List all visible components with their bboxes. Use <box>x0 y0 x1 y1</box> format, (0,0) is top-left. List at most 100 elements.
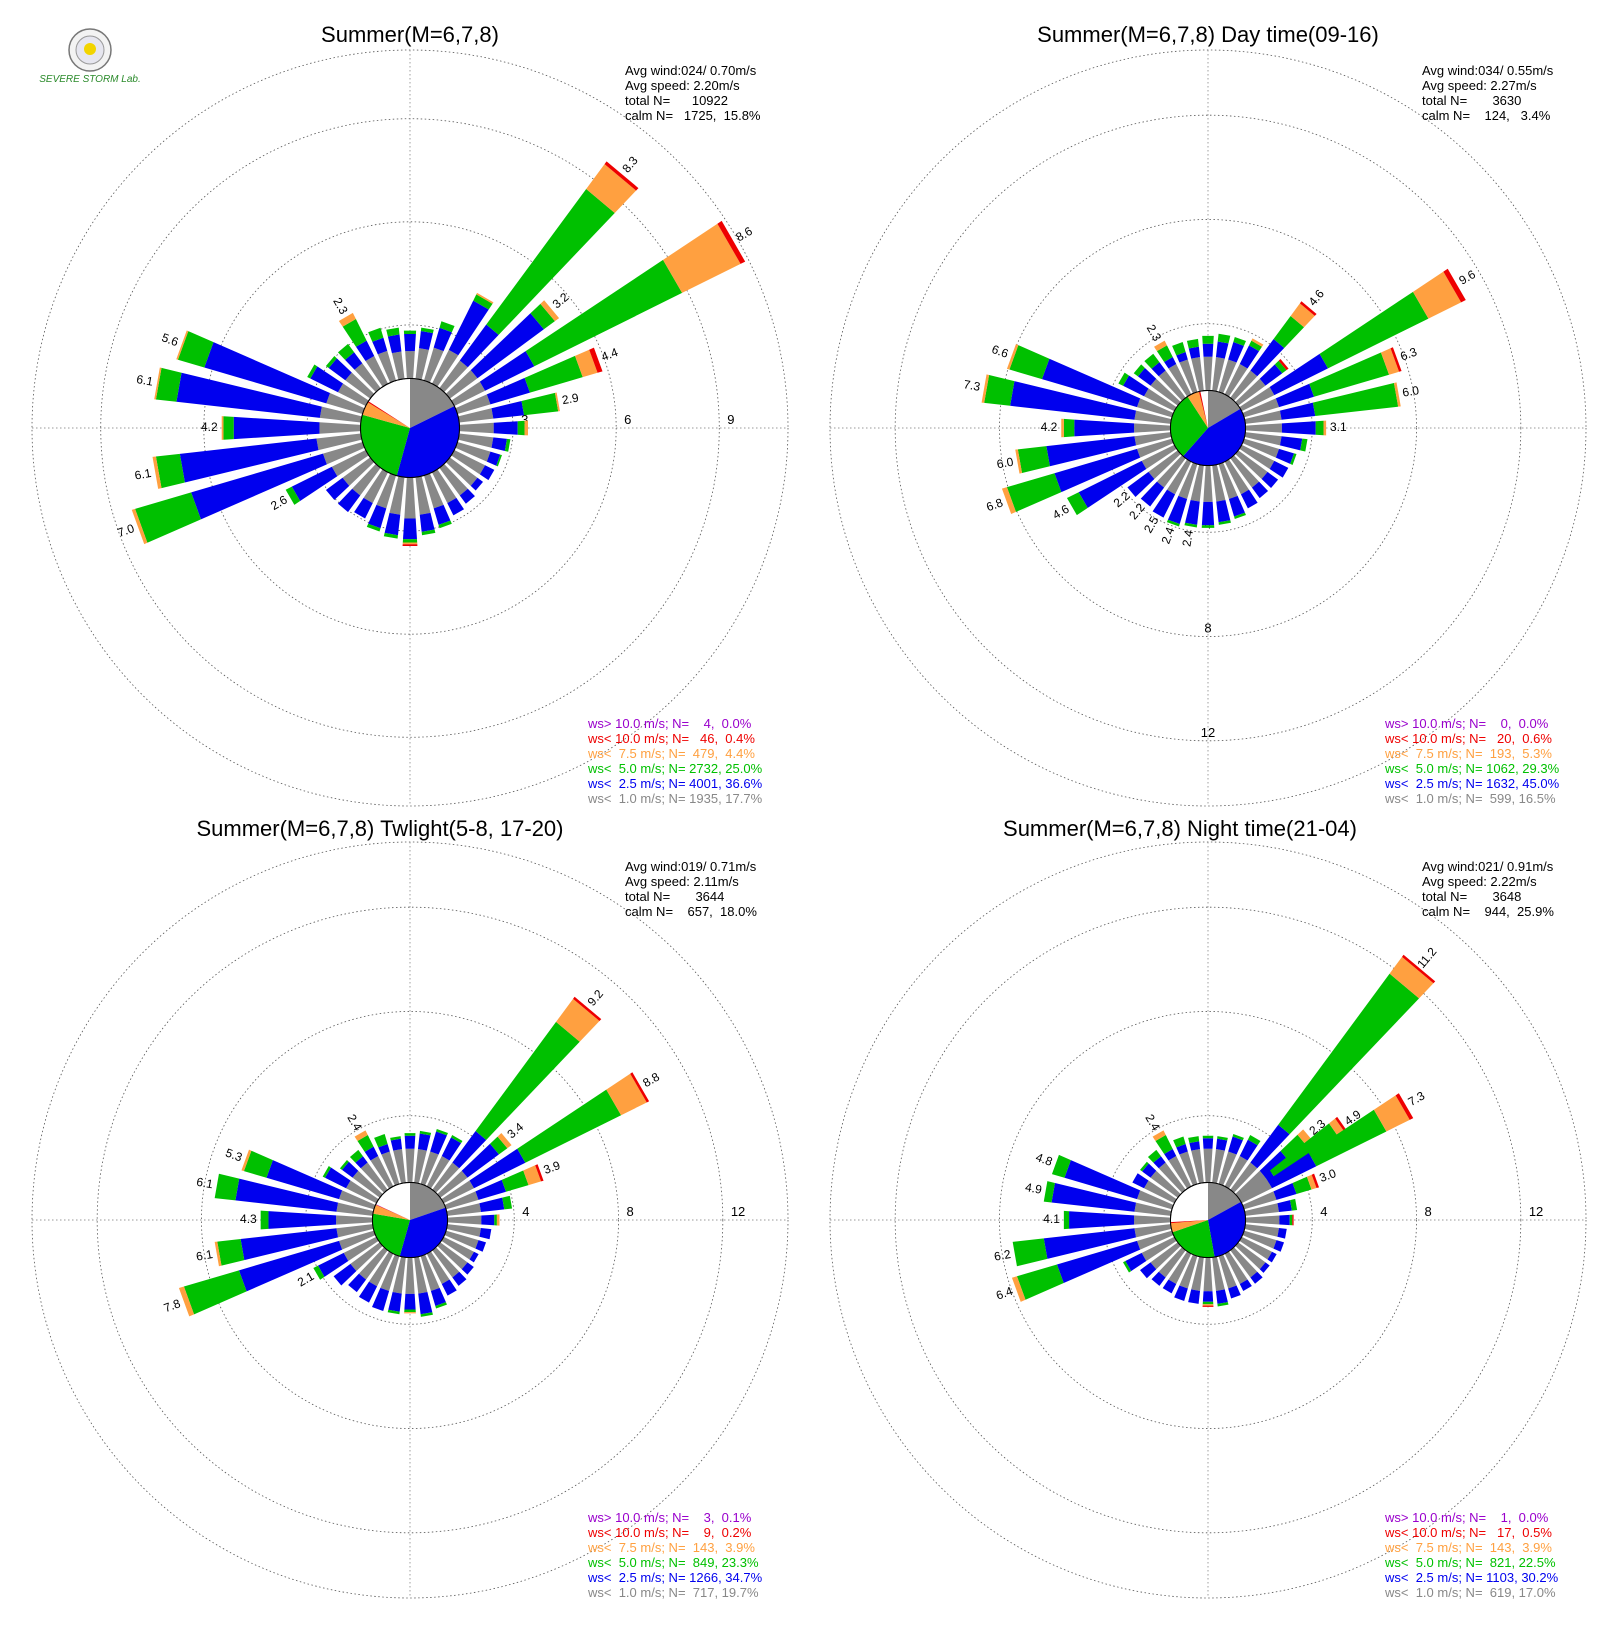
bar-segment-blue <box>1153 1156 1166 1169</box>
bar-segment-green <box>337 343 355 360</box>
bar-segment-blue <box>354 497 373 519</box>
direction-bar-180 <box>1202 1257 1214 1307</box>
direction-bar-30 <box>426 1135 463 1189</box>
bar-segment-gray <box>437 1242 468 1270</box>
direction-bar-350 <box>386 327 405 380</box>
bar-segment-red <box>1401 954 1436 984</box>
calm-outline <box>360 378 460 478</box>
pie-slice-ws_lt_7_5 <box>362 402 410 428</box>
bar-segment-blue <box>355 1156 368 1169</box>
bar-segment-green <box>1300 438 1308 452</box>
bar-value-label: 2.2 <box>1126 500 1148 522</box>
direction-bar-320 <box>337 343 381 393</box>
direction-bar-80 <box>1244 1198 1298 1216</box>
pie-slice-ws_lt_7_5 <box>1187 391 1208 428</box>
direction-bar-170 <box>414 1256 433 1317</box>
bar-segment-orange <box>1389 956 1434 999</box>
bar-value-label: 3.1 <box>1330 420 1347 434</box>
bar-segment-orange <box>1001 487 1016 514</box>
bar-segment-gray <box>447 1215 482 1225</box>
legend-entry: ws< 2.5 m/s; N= 1103, 30.2% <box>1384 1570 1559 1585</box>
bar-segment-gray <box>455 394 491 415</box>
bar-segment-red <box>1202 1305 1214 1307</box>
bar-value-label: 8.8 <box>640 1069 662 1090</box>
direction-bar-60: 8.8 <box>441 1069 662 1204</box>
direction-bar-270: 4.2 <box>1041 418 1171 438</box>
bar-segment-green <box>1186 338 1199 349</box>
bar-segment-blue <box>404 334 416 352</box>
bar-segment-green <box>1155 1135 1173 1154</box>
direction-bar-330: 2.4 <box>344 1112 394 1189</box>
bar-segment-gray <box>1212 464 1226 502</box>
direction-bar-280: 7.3 <box>963 374 1172 424</box>
bar-segment-green <box>1308 1109 1387 1167</box>
direction-bar-10 <box>1212 333 1231 392</box>
legend-entry: ws< 5.0 m/s; N= 849, 23.3% <box>587 1555 759 1570</box>
direction-bar-110 <box>1242 438 1297 465</box>
bar-segment-blue <box>1277 1200 1292 1213</box>
bar-value-label: 3.0 <box>1318 1166 1339 1185</box>
bar-segment-gray <box>1235 378 1266 406</box>
bar-segment-blue <box>1054 448 1141 493</box>
bar-segment-orange <box>131 508 148 545</box>
bar-segment-gray <box>1150 1170 1181 1198</box>
direction-bar-200 <box>372 1254 400 1312</box>
bar-segment-gray <box>336 1202 374 1216</box>
legend-entry: ws> 10.0 m/s; N= 3, 0.1% <box>587 1510 752 1525</box>
bar-segment-blue <box>419 512 435 532</box>
bar-segment-green <box>1147 1149 1161 1163</box>
direction-bar-70: 6.3 <box>1242 345 1419 418</box>
bar-segment-green <box>490 1136 508 1155</box>
legend-entry: ws< 5.0 m/s; N= 1062, 29.3% <box>1384 761 1560 776</box>
bar-segment-gray <box>1218 1254 1237 1289</box>
direction-bar-220 <box>337 463 381 513</box>
bar-segment-blue <box>1189 1141 1201 1151</box>
bar-segment-gray <box>1158 1247 1186 1278</box>
legend-entry: ws< 1.0 m/s; N= 717, 19.7% <box>587 1585 759 1600</box>
direction-bar-150 <box>426 1251 457 1296</box>
bar-segment-green <box>1202 1135 1214 1139</box>
direction-bar-300 <box>1132 1173 1177 1204</box>
legend-entry: ws> 10.0 m/s; N= 1, 0.0% <box>1384 1510 1549 1525</box>
bar-segment-gray <box>420 1254 440 1292</box>
bar-segment-gray <box>319 422 361 434</box>
direction-bar-70: 4.4 <box>455 345 620 415</box>
bar-segment-gray <box>423 473 444 509</box>
bar-segment-blue <box>235 1178 339 1212</box>
direction-bar-310 <box>325 355 375 399</box>
calm-outline <box>371 1181 449 1259</box>
direction-bar-340 <box>368 327 397 383</box>
bar-segment-gray <box>1212 357 1225 392</box>
bar-segment-orange <box>554 392 560 412</box>
direction-bar-170 <box>415 476 436 536</box>
bar-segment-gray <box>1242 1230 1277 1249</box>
pie-slice-ws_lt_2_5 <box>396 406 460 478</box>
bar-segment-blue <box>390 1138 403 1151</box>
direction-bar-0 <box>403 330 417 379</box>
bar-segment-gray <box>441 1236 474 1260</box>
bar-segment-green <box>404 1309 416 1313</box>
bar-segment-gray <box>365 355 388 387</box>
bar-value-label: 6.1 <box>135 372 154 389</box>
bar-segment-gray <box>414 1256 428 1294</box>
direction-bar-150 <box>432 469 465 516</box>
legend-entry: ws< 7.5 m/s; N= 143, 3.9% <box>587 1540 755 1555</box>
bar-segment-green <box>177 331 214 368</box>
bar-value-label: 6.1 <box>195 1175 214 1192</box>
calm-outline <box>1169 389 1247 467</box>
direction-bar-340 <box>1173 1136 1198 1186</box>
direction-bar-60: 9.6 <box>1239 267 1478 412</box>
bar-segment-green <box>1247 1135 1261 1146</box>
bar-value-label: 7.8 <box>162 1296 183 1315</box>
bar-value-label: 6.2 <box>993 1247 1012 1264</box>
bar-segment-gray <box>459 422 494 434</box>
bar-segment-gray <box>354 363 381 393</box>
bar-segment-green <box>451 1135 463 1144</box>
ring-tick-label: 4 <box>522 1204 529 1219</box>
bar-segment-blue <box>452 1131 487 1169</box>
bar-segment-gray <box>405 351 415 379</box>
bar-segment-blue <box>176 372 322 418</box>
bar-segment-gray <box>439 463 468 496</box>
bar-segment-gray <box>432 1162 460 1193</box>
bar-segment-red <box>535 1164 544 1182</box>
